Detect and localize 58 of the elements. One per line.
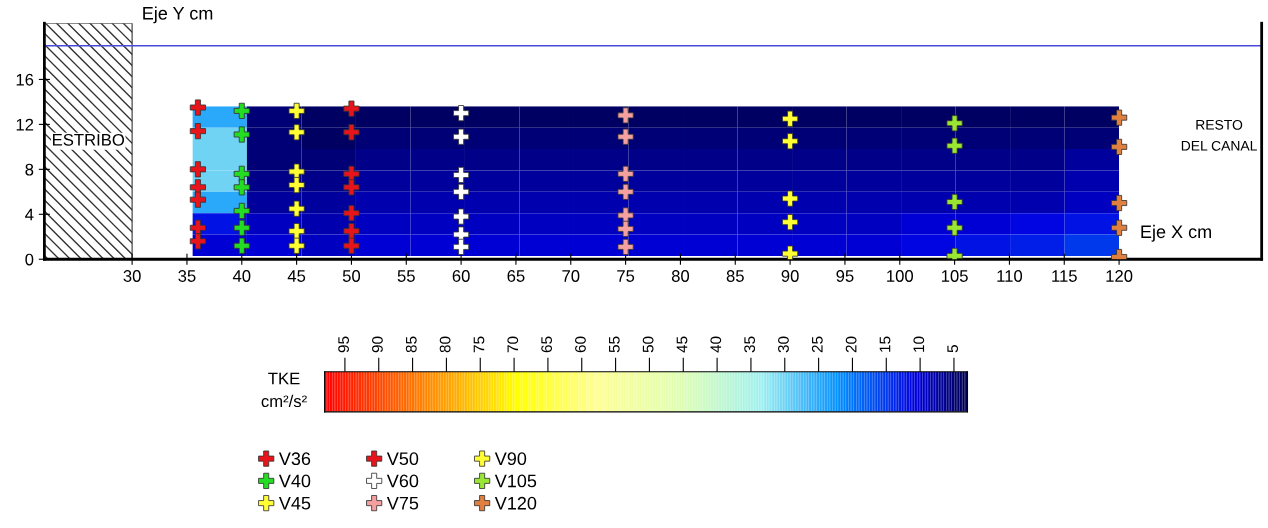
color-bar-label: 40 [710, 336, 722, 353]
y-tick-label: 16 [16, 73, 34, 86]
x-tick-label: 110 [997, 270, 1023, 282]
x-tick-label: 35 [178, 270, 196, 282]
legend-label: V105 [494, 474, 537, 488]
point [782, 245, 799, 260]
x-tick-label: 105 [941, 270, 968, 282]
color-bar-label: 25 [811, 336, 823, 353]
color-bar-label: 20 [845, 336, 857, 353]
color-bar-label: 55 [609, 336, 620, 353]
y-tick-label: 12 [16, 118, 34, 131]
x-tick-label: 50 [342, 270, 361, 282]
x-tick-label: 80 [671, 270, 690, 282]
color-bar-label: 15 [879, 336, 891, 352]
color-bar-label: 50 [642, 336, 654, 353]
y-tick-label: 4 [25, 208, 34, 221]
color-bar-label: 75 [473, 336, 485, 353]
color-bar-label: 85 [405, 336, 417, 353]
color-bar-label: 90 [372, 336, 383, 353]
legend-label: V60 [386, 474, 419, 488]
legend-label: V50 [386, 452, 419, 466]
x-tick-label: 40 [232, 270, 251, 282]
x-tick-label: 90 [781, 270, 799, 282]
y-tick-label: 8 [25, 163, 34, 176]
legend-label: V90 [494, 452, 527, 466]
x-tick-label: 55 [397, 270, 415, 282]
x-tick-label: 70 [562, 270, 580, 282]
x-tick-label: 30 [123, 270, 141, 282]
y-tick-label: 0 [25, 253, 34, 266]
x-tick-label: 95 [836, 270, 854, 282]
color-bar-label: 65 [541, 336, 553, 353]
color-bar-label: 10 [913, 336, 925, 352]
color-bar-label: 30 [778, 336, 789, 353]
x-tick-label: 100 [887, 270, 914, 282]
legend-label: V45 [278, 497, 311, 510]
color-bar-label: 95 [338, 336, 350, 353]
x-tick-label: 65 [507, 270, 525, 282]
color-bar-label: 45 [676, 336, 688, 353]
color-bar-title: TKE cm²/s² [261, 372, 307, 408]
y-axis-title: Eje Y cm [143, 6, 213, 24]
annotation: RESTO DEL CANAL [1181, 119, 1257, 151]
color-bar-label: 80 [439, 336, 451, 353]
legend-label: V40 [278, 474, 311, 488]
color-bar-label: 70 [507, 336, 519, 353]
band-label: ESTRIBO [53, 133, 125, 146]
x-tick-label: 115 [1052, 270, 1077, 282]
x-tick-label: 60 [452, 270, 470, 282]
color-bar-label: 5 [947, 345, 959, 353]
legend-label: V36 [278, 452, 311, 466]
x-tick-label: 75 [617, 270, 635, 282]
x-tick-label: 45 [287, 270, 306, 282]
x-axis-title: Eje X cm [1141, 224, 1211, 242]
legend-label: V120 [494, 496, 537, 510]
color-bar-label: 60 [575, 336, 586, 353]
x-tick-label: 120 [1106, 270, 1133, 282]
x-tick-label: 85 [726, 270, 744, 282]
legend-label: V75 [386, 497, 419, 510]
color-bar-label: 35 [744, 336, 756, 353]
